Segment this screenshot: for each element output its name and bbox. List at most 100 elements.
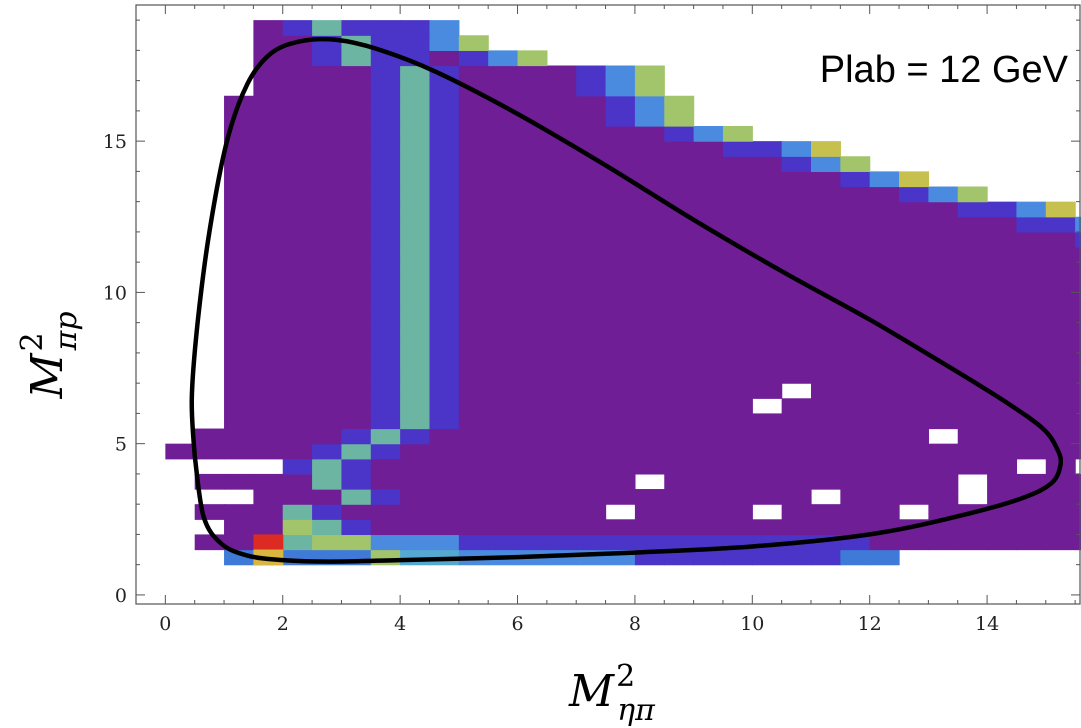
- heatmap-cell: [781, 216, 812, 233]
- heatmap-cell: [634, 443, 665, 460]
- heatmap-cell: [840, 413, 871, 430]
- heatmap-cell: [752, 216, 783, 233]
- heatmap-cell: [282, 504, 313, 520]
- heatmap-cell: [928, 231, 959, 248]
- heatmap-cell: [752, 201, 783, 218]
- heatmap-cell: [634, 519, 665, 536]
- heatmap-cell: [1075, 519, 1081, 536]
- heatmap-cell: [429, 383, 460, 399]
- heatmap-cell: [312, 398, 343, 415]
- heatmap-cell: [253, 65, 284, 82]
- heatmap-cell: [957, 443, 988, 460]
- heatmap-cell: [840, 443, 871, 460]
- heatmap-cell: [987, 231, 1018, 248]
- heatmap-cell: [517, 80, 548, 97]
- heatmap-cell: [576, 216, 607, 233]
- heatmap-cell: [224, 292, 254, 309]
- heatmap-cell: [811, 337, 841, 354]
- heatmap-cell: [869, 473, 900, 490]
- heatmap-cell: [488, 186, 519, 203]
- x-tick-label: 4: [394, 613, 406, 635]
- heatmap-cell: [1075, 368, 1081, 384]
- heatmap-cell: [957, 307, 988, 324]
- heatmap-cell: [840, 489, 871, 505]
- heatmap-cell: [429, 201, 460, 218]
- heatmap-cell: [634, 201, 665, 218]
- heatmap-cell: [282, 458, 313, 475]
- heatmap-cell: [928, 473, 959, 490]
- heatmap-cell: [987, 368, 1018, 384]
- heatmap-cell: [546, 231, 577, 248]
- heatmap-cell: [605, 216, 636, 233]
- heatmap-cell: [429, 277, 460, 293]
- heatmap-cell: [840, 473, 871, 490]
- heatmap-cell: [224, 428, 254, 445]
- x-axis-label: M2 ηπ: [568, 659, 656, 728]
- heatmap-cell: [1045, 231, 1076, 248]
- heatmap-cell: [282, 156, 313, 172]
- heatmap-cell: [1075, 247, 1081, 263]
- heatmap-cell: [429, 504, 460, 520]
- heatmap-cell: [811, 383, 841, 399]
- heatmap-cell: [634, 368, 665, 384]
- heatmap-cell: [840, 504, 871, 520]
- x-axis-label-base: M: [568, 666, 615, 717]
- heatmap-cell: [458, 337, 489, 354]
- heatmap-cell: [1045, 534, 1076, 551]
- heatmap-cell: [546, 292, 577, 309]
- heatmap-cell: [693, 398, 724, 415]
- heatmap-cell: [987, 337, 1018, 354]
- y-axis-label-sub: πp: [49, 311, 84, 351]
- heatmap-cell: [458, 186, 489, 203]
- heatmap-cell: [488, 307, 519, 324]
- heatmap-cell: [693, 322, 724, 339]
- heatmap-cell: [282, 368, 313, 384]
- heatmap-cell: [224, 156, 254, 172]
- heatmap-cell: [811, 186, 841, 203]
- heatmap-cell: [634, 65, 665, 82]
- heatmap-cell: [282, 428, 313, 445]
- heatmap-cell: [400, 504, 431, 520]
- heatmap-cell: [400, 156, 431, 172]
- heatmap-cell: [693, 473, 724, 490]
- heatmap-cell: [1016, 352, 1047, 369]
- plot-frame: [135, 4, 1081, 605]
- heatmap-cell: [546, 110, 577, 127]
- heatmap-cell: [224, 171, 254, 188]
- heatmap-cell: [605, 443, 636, 460]
- heatmap-cell: [546, 398, 577, 415]
- heatmap-cell: [429, 35, 460, 51]
- heatmap-cell: [664, 413, 695, 430]
- heatmap-cell: [605, 110, 636, 127]
- heatmap-cell: [957, 413, 988, 430]
- heatmap-cell: [634, 216, 665, 233]
- heatmap-cell: [282, 443, 313, 460]
- heatmap-cell: [458, 413, 489, 430]
- heatmap-cell: [811, 352, 841, 369]
- heatmap-cell: [341, 156, 372, 172]
- heatmap-cell: [282, 126, 313, 142]
- heatmap-cell: [312, 65, 343, 82]
- heatmap-cell: [1075, 292, 1081, 309]
- heatmap-cell: [312, 141, 343, 157]
- heatmap-cell: [1045, 292, 1076, 309]
- heatmap-cell: [253, 489, 284, 505]
- heatmap-cell: [576, 504, 607, 520]
- heatmap-cell: [253, 110, 284, 127]
- heatmap-cell: [488, 156, 519, 172]
- heatmap-cell: [341, 322, 372, 339]
- heatmap-cell: [664, 519, 695, 536]
- heatmap-cell: [282, 95, 313, 112]
- heatmap-cell: [811, 292, 841, 309]
- heatmap-cell: [224, 519, 254, 536]
- heatmap-cell: [693, 156, 724, 172]
- heatmap-cell: [928, 443, 959, 460]
- heatmap-cell: [693, 307, 724, 324]
- heatmap-cell: [1016, 443, 1047, 460]
- heatmap-cell: [370, 458, 401, 475]
- heatmap-cell: [282, 413, 313, 430]
- heatmap-cell: [634, 171, 665, 188]
- heatmap-cell: [664, 383, 695, 399]
- heatmap-cell: [576, 383, 607, 399]
- heatmap-cell: [400, 473, 431, 490]
